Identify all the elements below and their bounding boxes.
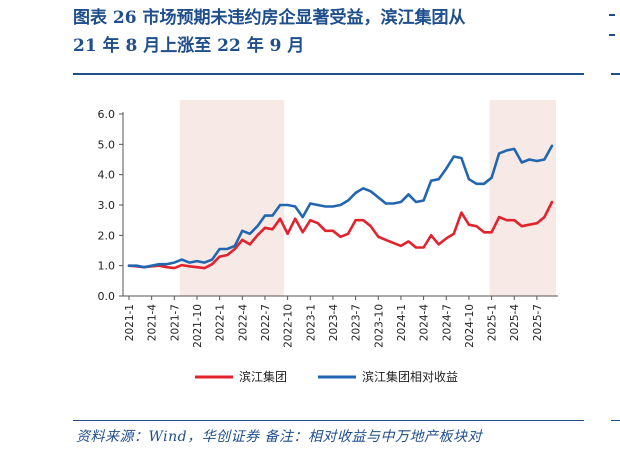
x-tick-label: 2023-10 [373,304,385,348]
x-tick-label: 2024-4 [419,304,431,342]
title-line-2: 21 年 8 月上涨至 22 年 9 月 [73,36,305,56]
adjacent-page-edge [609,8,617,68]
series-line-1 [127,200,554,270]
series-line-2 [127,144,554,269]
line-chart: 0.0 1.0 2.0 3.0 4.0 5.0 6.0 2021-1 2021-4 2021-7 2… [98,100,558,384]
shaded-period-2 [489,100,556,296]
title-divider [73,73,584,75]
x-tick-label: 2022-1 [215,304,227,341]
x-tick-label: 2022-10 [283,304,295,348]
x-tick-label: 2023-1 [305,304,317,341]
legend-label-1: 滨江集团 [239,369,287,384]
adjacent-page-divider [611,73,620,75]
source-divider [73,420,584,421]
x-tick-label: 2024-10 [464,304,476,348]
x-tick-label: 2021-7 [169,304,181,341]
source-note: 资料来源：Wind，华创证券 备注：相对收益与中万地产板块对 [76,429,483,445]
y-tick-label: 1.0 [98,260,116,273]
x-tick-label: 2024-7 [441,304,453,341]
y-tick-label: 3.0 [98,199,116,212]
x-tick-label: 2025-1 [487,304,499,341]
y-tick-label: 6.0 [98,108,116,121]
y-tick-label: 4.0 [98,169,116,182]
x-tick-label: 2025-7 [532,304,544,341]
y-tick-label: 0.0 [98,290,116,303]
figure-title: 图表 26 市场预期未违约房企显著受益，滨江集团从 21 年 8 月上涨至 22… [73,4,583,60]
title-line-1: 图表 26 市场预期未违约房企显著受益，滨江集团从 [73,8,466,28]
x-tick-label: 2023-7 [351,304,363,341]
x-tick-label: 2021-4 [147,304,159,342]
x-tick-label: 2024-1 [396,304,408,341]
legend-label-2: 滨江集团相对收益 [362,369,458,384]
x-tick-label: 2022-4 [237,304,249,342]
x-tick-label: 2022-7 [260,304,272,341]
x-tick-label: 2021-10 [192,304,204,348]
adjacent-page-footer-divider [611,420,620,421]
x-tick-label: 2023-4 [328,304,340,342]
x-tick-label: 2021-1 [124,304,136,341]
shaded-period-1 [179,100,285,296]
y-tick-label: 2.0 [98,229,116,242]
x-tick-label: 2025-4 [509,304,521,342]
y-tick-label: 5.0 [98,138,116,151]
